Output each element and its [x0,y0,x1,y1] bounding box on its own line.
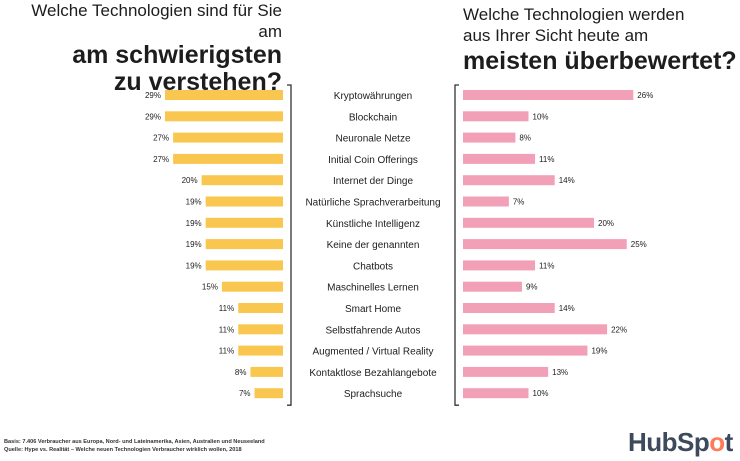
left-bar-label: 19% [186,198,202,207]
hubspot-logo: HubSpot [628,427,733,458]
category-label: Initial Coin Offerings [328,155,418,166]
left-bar [205,217,283,228]
category-label: Internet der Dinge [333,176,413,187]
right-bar [463,303,555,313]
left-bar-label: 27% [153,155,169,164]
right-bar [463,239,627,250]
footer-source: Quelle: Hype vs. Realität – Welche neuen… [4,447,242,453]
right-bar-label: 9% [526,283,538,292]
right-bar-label: 7% [513,198,525,207]
category-label: Smart Home [345,304,402,315]
category-label: Künstliche Intelligenz [326,219,420,230]
left-bar [164,90,283,100]
right-chart-title: Welche Technologien werden aus Ihrer Sic… [463,4,740,76]
left-title-line2: am schwierigsten [72,41,282,69]
category-label: Kryptowährungen [334,91,412,102]
right-bar [463,111,529,122]
left-bar [164,111,283,122]
logo-text-part3: t [724,427,734,457]
left-bar-label: 8% [235,368,247,377]
category-label: Blockchain [349,112,397,123]
right-bar-label: 13% [552,368,568,377]
category-label: Natürliche Sprachverarbeitung [305,198,440,209]
left-bar [238,345,283,356]
left-bar-label: 20% [182,176,198,185]
left-bar-label: 15% [202,283,218,292]
left-chart-title: Welche Technologien sind für Sie am am s… [4,0,282,96]
right-bar-label: 10% [533,112,549,121]
right-title-line3: meisten überbewertet? [463,47,737,75]
right-bar [463,324,608,335]
left-bar-label: 19% [186,240,202,249]
right-bar [463,196,509,207]
left-bar [205,196,283,207]
right-bar [463,90,634,100]
right-bar [463,345,588,356]
right-bar-label: 10% [533,389,549,398]
category-label: Keine der genannten [327,240,420,251]
right-bar-label: 8% [519,134,531,143]
right-bar-label: 25% [631,240,647,249]
right-bar-label: 11% [539,155,554,164]
right-bar [463,132,516,143]
left-bar [250,366,283,377]
right-title-line1: Welche Technologien werden [463,5,685,24]
left-bar [238,324,283,335]
left-bar-label: 11% [219,325,234,334]
category-label: Maschinelles Lernen [327,283,419,294]
left-bar-label: 19% [186,261,202,270]
right-bar-label: 11% [539,261,554,270]
right-bar-label: 19% [591,347,607,356]
left-bar [201,175,283,186]
left-bar-label: 27% [153,134,169,143]
left-bar-label: 19% [186,219,202,228]
right-bar-label: 14% [559,176,575,185]
right-bar [463,153,536,164]
category-label: Kontaktlose Bezahlangebote [309,368,437,379]
left-bar-label: 7% [239,389,251,398]
left-bar-label: 29% [145,91,161,100]
right-bar [463,388,529,399]
right-bar [463,175,555,186]
category-label: Chatbots [353,261,393,272]
right-bar [463,260,536,271]
right-bar [463,366,549,377]
category-label: Selbstfahrende Autos [325,325,420,336]
right-bar-label: 22% [611,325,627,334]
category-label: Sprachsuche [344,389,403,400]
footer-basis: Basis: 7.406 Verbraucher aus Europa, Nor… [4,439,265,445]
left-bar-label: 11% [219,347,234,356]
right-bar-label: 26% [637,91,653,100]
category-label: Augmented / Virtual Reality [313,347,434,358]
left-title-line1: Welche Technologien sind für Sie am [31,1,282,41]
left-bar [173,132,283,143]
category-label: Neuronale Netze [335,134,410,145]
right-title-line2: aus Ihrer Sicht heute am [463,26,649,45]
left-bar [205,260,283,271]
right-bar-label: 20% [598,219,614,228]
right-bar [463,281,522,292]
left-axis-line [287,84,292,406]
right-axis-line [454,84,459,406]
left-bar [221,281,283,292]
logo-sprocket-o: o [709,427,725,457]
right-bar-label: 14% [559,304,575,313]
logo-text-part1: HubSp [628,427,710,457]
left-bar [254,388,283,399]
right-bar [463,217,594,228]
left-bar [205,239,283,250]
left-bar [238,303,283,313]
left-bar [173,153,283,164]
left-bar-label: 29% [145,112,161,121]
left-bar-label: 11% [219,304,234,313]
